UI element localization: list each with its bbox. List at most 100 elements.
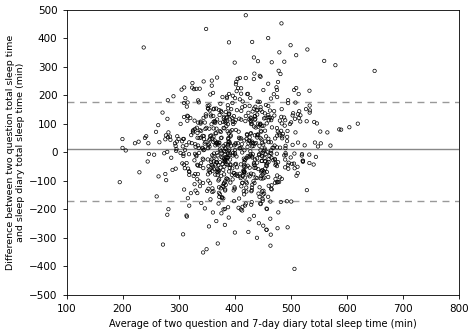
Point	[257, 169, 265, 174]
Point	[247, 171, 255, 176]
Point	[256, 99, 264, 105]
Point	[265, 159, 273, 164]
Point	[238, 180, 246, 186]
Point	[222, 142, 229, 147]
Point	[194, 135, 201, 140]
Point	[173, 148, 180, 154]
Point	[202, 114, 210, 119]
Point	[291, 116, 299, 122]
Point	[274, 159, 282, 165]
Point	[306, 108, 314, 113]
Point	[228, 143, 235, 148]
Point	[306, 88, 313, 93]
Point	[210, 134, 217, 139]
Point	[185, 203, 193, 208]
Point	[226, 165, 234, 171]
Point	[196, 163, 204, 169]
Point	[189, 80, 196, 86]
Point	[220, 116, 228, 121]
Point	[225, 215, 233, 220]
Point	[312, 154, 319, 159]
Point	[236, 97, 244, 102]
Point	[274, 210, 282, 215]
Point	[221, 119, 229, 124]
Point	[206, 137, 213, 142]
Point	[187, 191, 195, 196]
Point	[258, 189, 266, 194]
Point	[228, 127, 236, 133]
Point	[267, 140, 274, 145]
Point	[193, 177, 201, 182]
Point	[230, 143, 238, 148]
Point	[171, 141, 179, 146]
Point	[220, 156, 228, 161]
Point	[207, 92, 214, 97]
Point	[229, 93, 237, 98]
Point	[254, 107, 261, 113]
Point	[183, 104, 191, 109]
Point	[271, 157, 279, 162]
Point	[259, 223, 267, 228]
Point	[209, 186, 216, 191]
Point	[231, 147, 239, 153]
Point	[192, 152, 200, 158]
Point	[259, 192, 266, 197]
Point	[197, 160, 205, 166]
Point	[261, 170, 268, 176]
Point	[216, 140, 223, 145]
Point	[273, 151, 281, 156]
Point	[263, 227, 270, 232]
Point	[210, 139, 217, 144]
Point	[215, 168, 223, 174]
Point	[215, 162, 222, 168]
Point	[251, 71, 258, 76]
Point	[216, 128, 224, 134]
Point	[255, 152, 263, 157]
Point	[230, 171, 238, 176]
Point	[216, 192, 224, 197]
Point	[240, 189, 247, 194]
Point	[200, 79, 208, 84]
Point	[204, 145, 212, 151]
Point	[243, 132, 251, 138]
Point	[273, 180, 281, 185]
Point	[213, 126, 220, 131]
Point	[224, 136, 232, 142]
Point	[217, 135, 225, 141]
Point	[268, 60, 275, 65]
Point	[295, 115, 302, 121]
Point	[222, 115, 230, 121]
Point	[231, 95, 239, 101]
Point	[223, 155, 230, 160]
Point	[267, 186, 275, 191]
Point	[228, 172, 236, 178]
Point	[183, 160, 191, 166]
Point	[257, 135, 264, 141]
Point	[191, 151, 199, 156]
Point	[258, 158, 266, 164]
Point	[211, 120, 219, 125]
Point	[225, 169, 233, 174]
Point	[159, 242, 167, 247]
Point	[240, 168, 248, 173]
Point	[191, 118, 198, 123]
Point	[183, 214, 191, 219]
Point	[223, 176, 231, 181]
Point	[160, 151, 168, 156]
Point	[224, 154, 231, 160]
Point	[235, 205, 242, 210]
Point	[195, 145, 202, 151]
Point	[295, 109, 303, 114]
Point	[250, 162, 258, 167]
Point	[202, 26, 210, 31]
Point	[237, 91, 245, 96]
Point	[212, 218, 220, 224]
Point	[284, 162, 292, 168]
Point	[177, 150, 184, 156]
Point	[135, 139, 142, 144]
Point	[206, 103, 213, 108]
Point	[310, 119, 318, 125]
Point	[231, 162, 239, 167]
Point	[185, 170, 193, 175]
Point	[262, 158, 269, 164]
